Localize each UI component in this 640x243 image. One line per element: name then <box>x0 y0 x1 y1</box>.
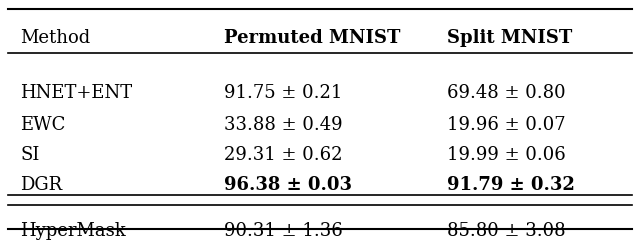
Text: 96.38 ± 0.03: 96.38 ± 0.03 <box>225 176 353 194</box>
Text: 33.88 ± 0.49: 33.88 ± 0.49 <box>225 116 343 134</box>
Text: 19.96 ± 0.07: 19.96 ± 0.07 <box>447 116 566 134</box>
Text: Split MNIST: Split MNIST <box>447 29 573 47</box>
Text: 29.31 ± 0.62: 29.31 ± 0.62 <box>225 146 343 164</box>
Text: 91.75 ± 0.21: 91.75 ± 0.21 <box>225 84 343 102</box>
Text: SI: SI <box>20 146 40 164</box>
Text: 69.48 ± 0.80: 69.48 ± 0.80 <box>447 84 566 102</box>
Text: 91.79 ± 0.32: 91.79 ± 0.32 <box>447 176 575 194</box>
Text: 19.99 ± 0.06: 19.99 ± 0.06 <box>447 146 566 164</box>
Text: Method: Method <box>20 29 91 47</box>
Text: HNET+ENT: HNET+ENT <box>20 84 132 102</box>
Text: EWC: EWC <box>20 116 66 134</box>
Text: 85.80 ± 3.08: 85.80 ± 3.08 <box>447 222 566 240</box>
Text: Permuted MNIST: Permuted MNIST <box>225 29 401 47</box>
Text: DGR: DGR <box>20 176 63 194</box>
Text: 90.31 ± 1.36: 90.31 ± 1.36 <box>225 222 343 240</box>
Text: HyperMask: HyperMask <box>20 222 126 240</box>
